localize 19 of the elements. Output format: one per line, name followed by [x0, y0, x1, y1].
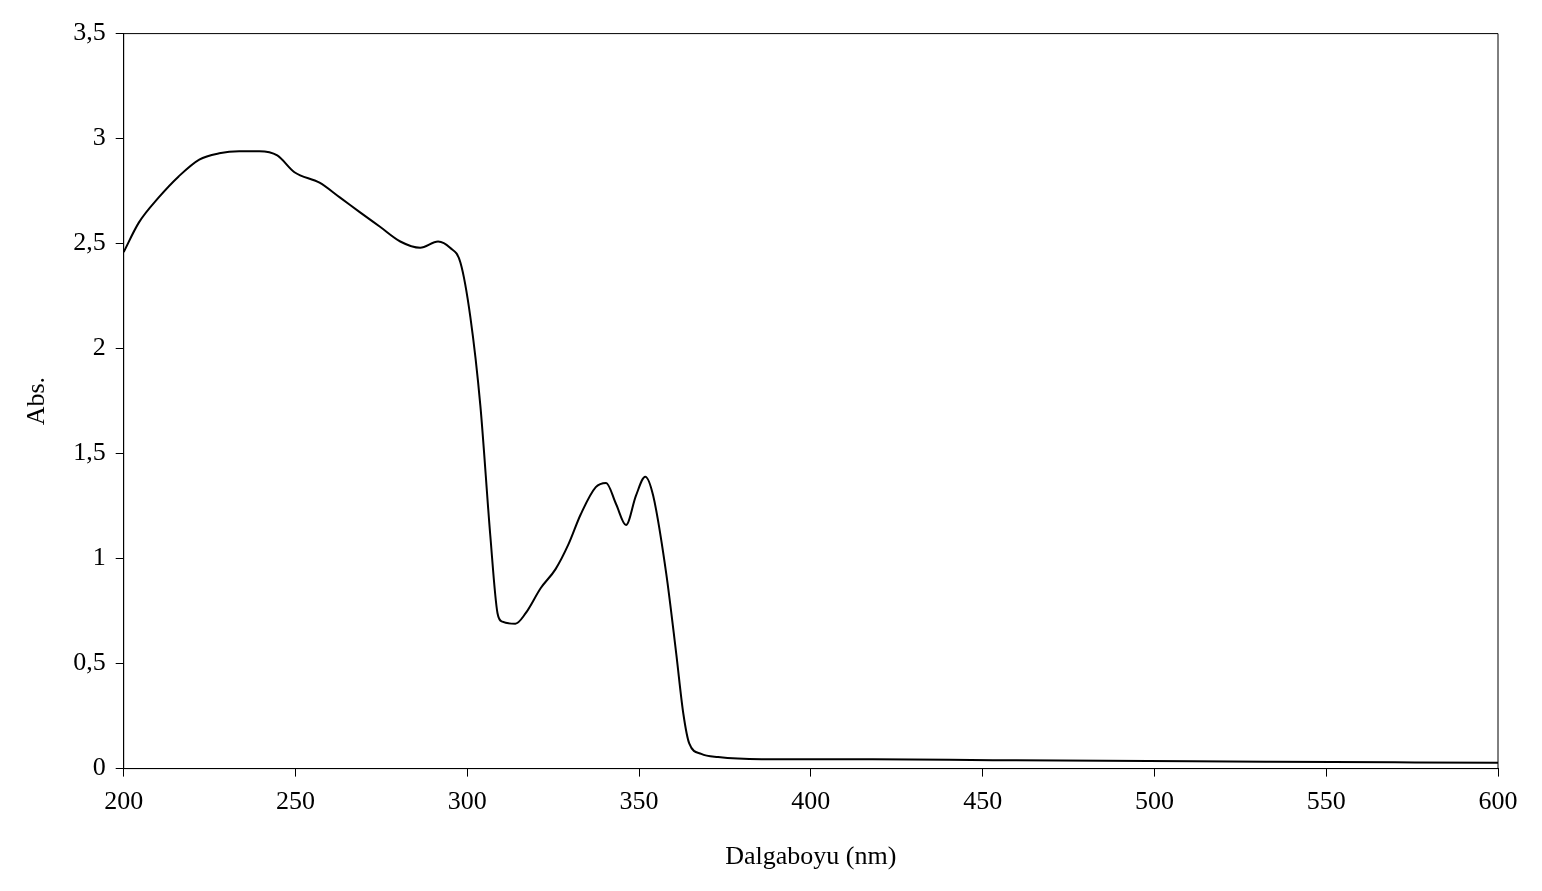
y-axis-title: Abs. — [21, 376, 51, 426]
y-tick-label: 1,5 — [73, 437, 106, 467]
y-tick-label: 2,5 — [73, 227, 106, 257]
y-tick-label: 3 — [92, 122, 106, 152]
y-tick-label: 1 — [92, 542, 106, 572]
y-tick-label: 0 — [92, 752, 106, 782]
x-tick-label: 450 — [963, 786, 1003, 816]
x-tick-label: 300 — [447, 786, 487, 816]
y-tick-label: 0,5 — [73, 647, 106, 677]
y-tick-label: 2 — [92, 332, 106, 362]
x-tick-label: 550 — [1306, 786, 1346, 816]
y-tick-label: 3,5 — [73, 17, 106, 47]
x-tick-label: 200 — [104, 786, 144, 816]
x-tick-label: 250 — [275, 786, 315, 816]
x-axis-title: Dalgaboyu (nm) — [725, 841, 897, 871]
x-tick-label: 350 — [619, 786, 659, 816]
x-tick-label: 500 — [1134, 786, 1174, 816]
x-tick-label: 400 — [791, 786, 831, 816]
x-tick-label: 600 — [1478, 786, 1518, 816]
